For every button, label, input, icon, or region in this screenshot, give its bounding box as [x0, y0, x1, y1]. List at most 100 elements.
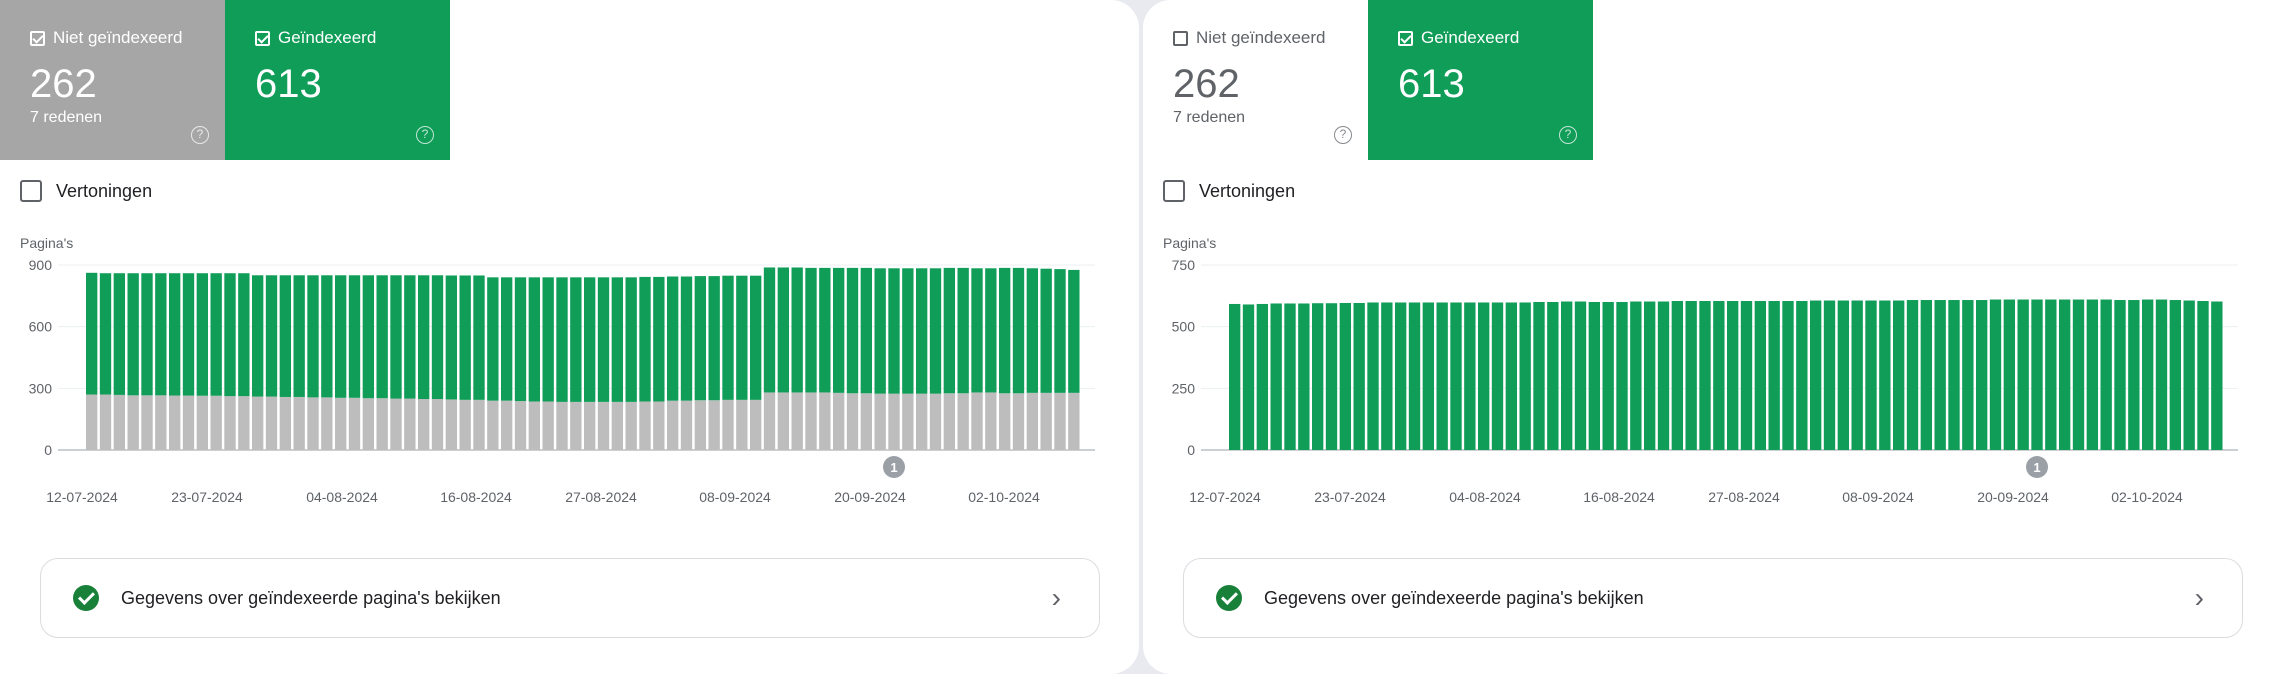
bar-not-indexed: [653, 401, 665, 450]
bar-indexed: [2211, 301, 2223, 450]
bar-indexed: [1906, 300, 1919, 450]
bar-indexed: [431, 275, 444, 400]
bar-indexed: [1040, 268, 1052, 393]
bar-indexed: [1837, 300, 1850, 450]
bar-indexed: [805, 267, 817, 393]
not-indexed-count: 262: [30, 62, 97, 106]
bar-indexed: [1768, 301, 1780, 450]
bar-not-indexed: [459, 399, 471, 450]
bar-indexed: [335, 275, 347, 398]
bar-indexed: [1381, 302, 1393, 450]
bar-indexed: [1616, 302, 1628, 450]
bar-not-indexed: [916, 393, 928, 450]
not-indexed-checkbox[interactable]: [1173, 30, 1188, 46]
index-coverage-panel-left: Niet geïndexeerd 262 7 redenen ? Geïndex…: [0, 0, 1139, 674]
bar-indexed: [860, 267, 873, 394]
bar-not-indexed: [86, 394, 98, 450]
bar-indexed: [1657, 301, 1670, 450]
bar-not-indexed: [376, 398, 388, 450]
bar-indexed: [597, 277, 610, 402]
x-tick-label: 12-07-2024: [46, 489, 118, 505]
bar-not-indexed: [155, 395, 167, 450]
indexed-card[interactable]: Geïndexeerd 613 ?: [1368, 0, 1593, 160]
bar-indexed: [639, 276, 651, 402]
bar-indexed: [1478, 302, 1490, 450]
help-icon[interactable]: ?: [416, 126, 434, 144]
bar-not-indexed: [390, 398, 402, 450]
help-icon[interactable]: ?: [1559, 126, 1577, 144]
bar-not-indexed: [542, 401, 554, 450]
bar-indexed: [1754, 301, 1767, 450]
y-tick-label: 250: [1172, 380, 1196, 396]
not-indexed-checkbox[interactable]: [30, 30, 45, 46]
x-tick-label: 16-08-2024: [440, 489, 512, 505]
bar-indexed: [736, 275, 748, 400]
bar-not-indexed: [791, 392, 803, 450]
bar-indexed: [1436, 302, 1448, 450]
not-indexed-card[interactable]: Niet geïndexeerd 262 7 redenen ?: [1143, 0, 1368, 160]
bar-indexed: [1464, 302, 1476, 450]
bar-not-indexed: [639, 401, 651, 450]
view-indexed-pages-link[interactable]: Gegevens over geïndexeerde pagina's beki…: [1183, 558, 2243, 638]
bar-not-indexed: [667, 400, 679, 450]
bar-indexed: [1519, 302, 1531, 450]
bar-indexed: [1325, 303, 1338, 450]
impressions-checkbox[interactable]: [1163, 180, 1185, 202]
bar-not-indexed: [1040, 392, 1052, 450]
indexed-count: 613: [1398, 62, 1465, 106]
bar-not-indexed: [860, 393, 873, 450]
bar-indexed: [985, 268, 997, 393]
bar-not-indexed: [113, 394, 126, 450]
view-indexed-pages-link[interactable]: Gegevens over geïndexeerde pagina's beki…: [40, 558, 1100, 638]
bar-indexed: [1713, 301, 1725, 450]
indexed-checkbox[interactable]: [1398, 30, 1413, 46]
bar-indexed: [2045, 299, 2057, 450]
help-icon[interactable]: ?: [1334, 126, 1352, 144]
bar-indexed: [1962, 300, 1974, 450]
x-tick-label: 08-09-2024: [1842, 489, 1914, 505]
bar-not-indexed: [846, 393, 859, 450]
bar-indexed: [584, 277, 596, 402]
bar-not-indexed: [763, 392, 776, 450]
y-tick-label: 750: [1172, 257, 1196, 273]
check-circle-icon: [73, 585, 99, 611]
x-tick-label: 08-09-2024: [699, 489, 771, 505]
bar-not-indexed: [99, 394, 112, 450]
bar-indexed: [252, 275, 264, 397]
pages-chart: Pagina's 0 300 600 900 12-07-2024 23-07-2024 04…: [20, 230, 1100, 520]
bar-indexed: [348, 275, 361, 398]
annotation-marker: [883, 456, 906, 478]
bar-indexed: [1976, 300, 1988, 450]
bar-indexed: [1367, 302, 1379, 450]
chevron-right-icon: ›: [1051, 582, 1061, 613]
bar-indexed: [224, 273, 236, 397]
check-circle-icon: [1216, 585, 1242, 611]
bar-indexed: [542, 277, 554, 402]
indexed-checkbox[interactable]: [255, 30, 270, 46]
bar-not-indexed: [335, 397, 347, 450]
bar-indexed: [1242, 304, 1255, 450]
bar-indexed: [210, 273, 222, 396]
x-tick-label: 16-08-2024: [1583, 489, 1655, 505]
bar-not-indexed: [279, 396, 292, 450]
bar-indexed: [1505, 302, 1518, 450]
bar-indexed: [182, 273, 195, 396]
impressions-toggle[interactable]: Vertoningen: [20, 180, 152, 202]
x-tick-label: 27-08-2024: [565, 489, 637, 505]
bar-indexed: [708, 276, 720, 401]
bar-indexed: [1699, 301, 1711, 450]
bar-not-indexed: [680, 400, 693, 450]
impressions-toggle[interactable]: Vertoningen: [1163, 180, 1295, 202]
bar-indexed: [418, 275, 430, 400]
not-indexed-card[interactable]: Niet geïndexeerd 262 7 redenen ?: [0, 0, 225, 160]
bar-indexed: [1989, 299, 2002, 450]
view-indexed-pages-label: Gegevens over geïndexeerde pagina's beki…: [1264, 587, 1644, 608]
bar-indexed: [2155, 299, 2168, 450]
indexed-card[interactable]: Geïndexeerd 613 ?: [225, 0, 450, 160]
impressions-checkbox[interactable]: [20, 180, 42, 202]
bar-indexed: [750, 275, 762, 400]
bar-not-indexed: [321, 397, 333, 450]
bar-indexed: [1948, 300, 1960, 450]
bar-not-indexed: [888, 393, 900, 450]
help-icon[interactable]: ?: [191, 126, 209, 144]
